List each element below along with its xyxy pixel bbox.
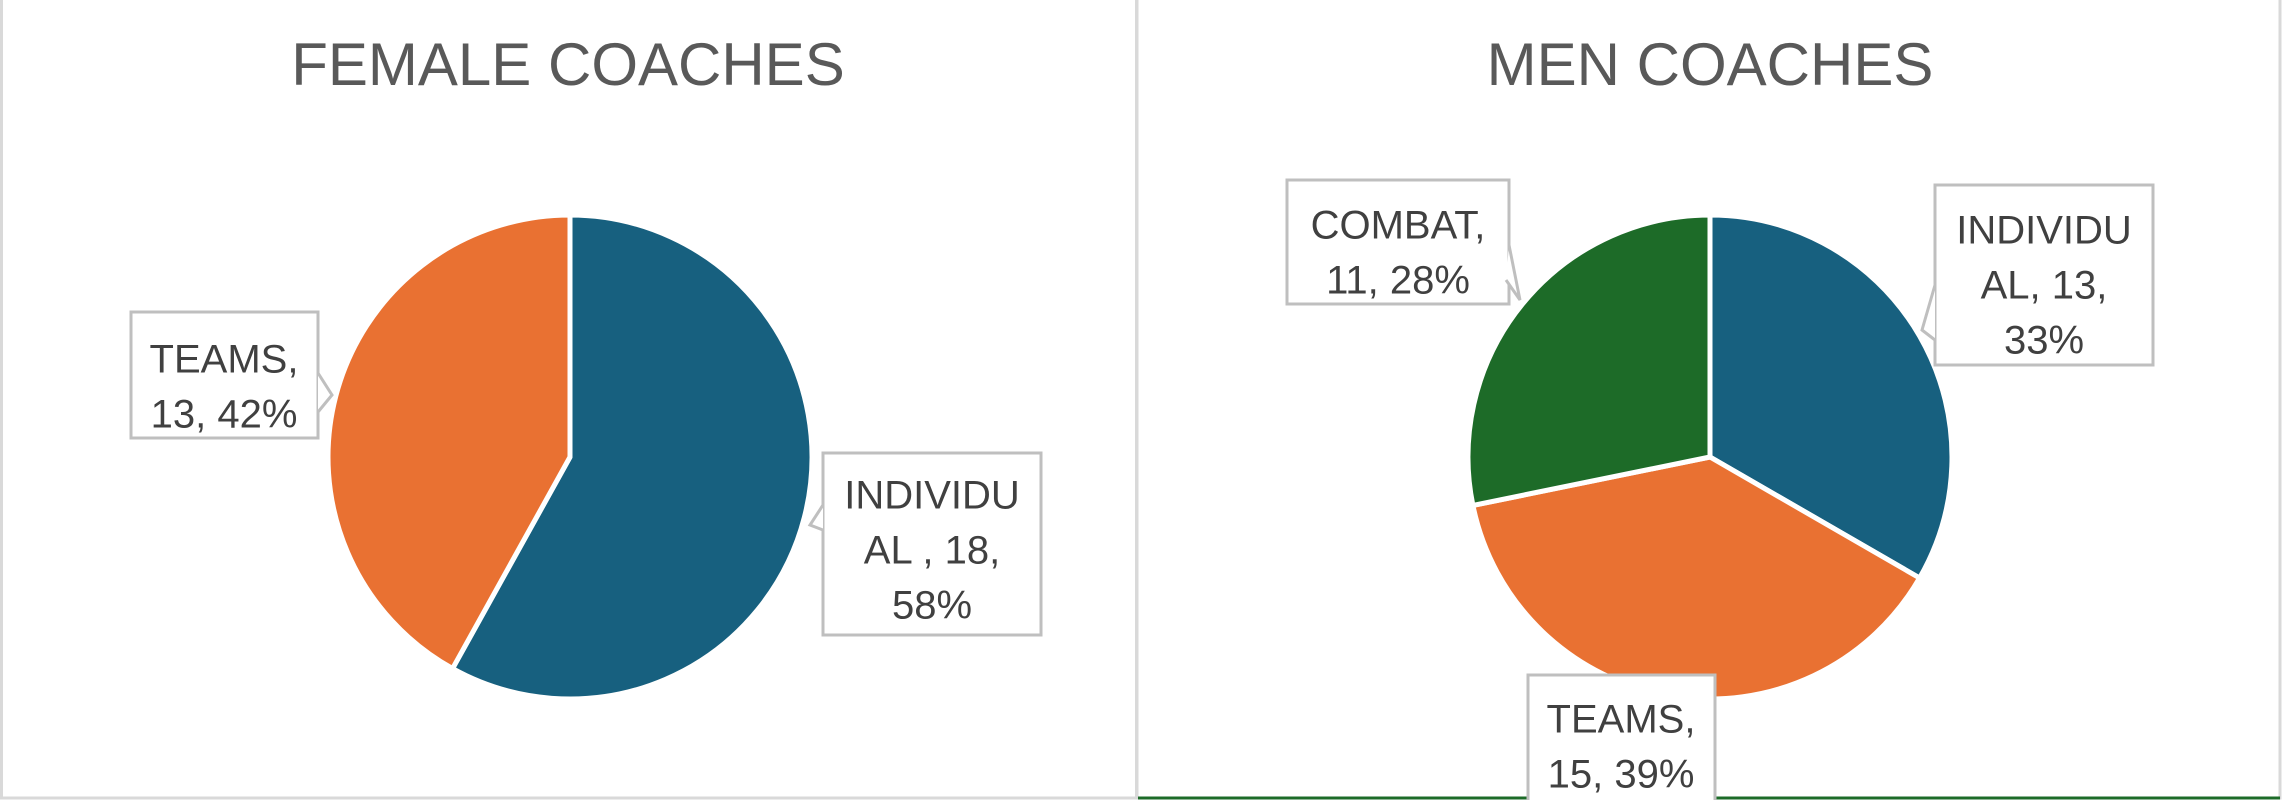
pie-0 xyxy=(325,212,815,702)
data-label-pointer xyxy=(1504,244,1522,301)
data-label-text: COMBAT, xyxy=(1311,204,1486,248)
data-label-text: 11, 28% xyxy=(1326,259,1470,303)
data-label-text: 15, 39% xyxy=(1548,753,1695,797)
pie-1 xyxy=(1465,212,1955,702)
data-label-text: INDIVIDU xyxy=(1956,209,2132,253)
data-label-teams: TEAMS, 15, 39% xyxy=(1526,673,1717,800)
data-label-text: TEAMS, xyxy=(150,338,299,382)
data-label-pointer xyxy=(807,504,825,532)
data-label-pointer xyxy=(1920,284,1937,342)
data-label-text: 58% xyxy=(892,584,972,628)
data-label-text: AL , 18, xyxy=(864,529,1000,573)
chart-title: FEMALE COACHES xyxy=(291,31,844,98)
data-label-box xyxy=(1933,183,2155,367)
data-label-text: 33% xyxy=(2004,319,2084,363)
pie-slice-combat xyxy=(1465,212,1713,508)
data-label-box xyxy=(1526,673,1717,800)
data-label-text: 13, 42% xyxy=(151,393,298,437)
data-label-pointer xyxy=(316,372,334,413)
data-label-text: TEAMS, xyxy=(1547,698,1696,742)
pie-slice-individual xyxy=(1707,212,1955,581)
data-label-text: INDIVIDU xyxy=(844,474,1020,518)
pie-slice-individual xyxy=(450,212,815,702)
data-label-box xyxy=(129,310,320,440)
chart-title: MEN COACHES xyxy=(1487,31,1934,98)
data-label-box xyxy=(821,451,1043,637)
data-label-teams: TEAMS, 13, 42% xyxy=(129,310,334,440)
data-label-individual: INDIVIDU AL, 13, 33% xyxy=(1920,183,2155,367)
data-label-text: AL, 13, xyxy=(1981,264,2108,308)
data-label-individual: INDIVIDU AL , 18, 58% xyxy=(807,451,1043,637)
data-label-box xyxy=(1285,178,1511,306)
pie-slice-teams xyxy=(325,212,573,672)
data-label-combat: COMBAT, 11, 28% xyxy=(1285,178,1522,306)
